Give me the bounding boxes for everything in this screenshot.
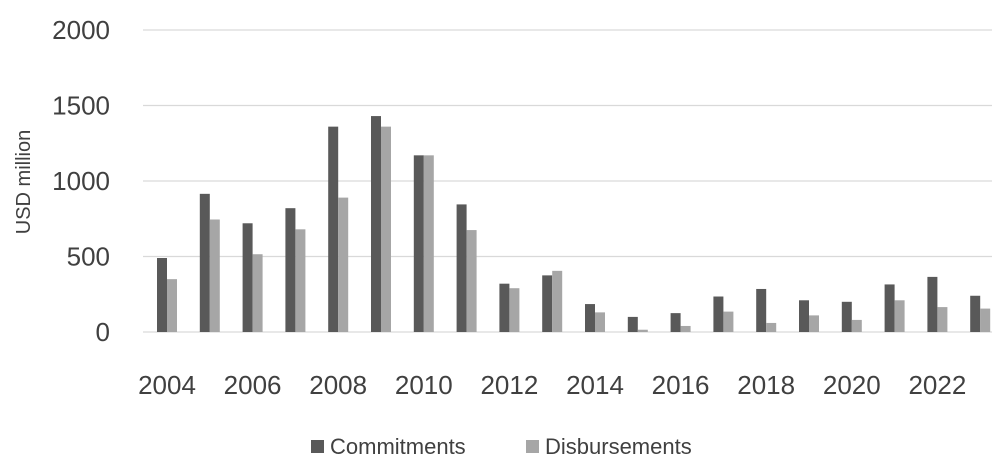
bar-commitments-2015	[627, 316, 638, 332]
bars	[157, 116, 991, 332]
legend: Commitments Disbursements	[311, 434, 692, 457]
x-tick-labels: 2004 2006 2008 2010 2012 2014 2016 2018 2020 2022	[138, 370, 966, 400]
x-tick-label: 2018	[737, 370, 795, 400]
x-tick-label: 2008	[309, 370, 367, 400]
bar-commitments-2004	[157, 258, 167, 332]
legend-swatch-commitments	[311, 440, 324, 453]
bar-commitments-2005	[199, 193, 210, 332]
bar-disbursements-2008	[338, 197, 349, 332]
bar-commitments-2018	[756, 288, 767, 332]
bar-commitments-2007	[285, 208, 296, 332]
x-tick-label: 2022	[908, 370, 966, 400]
legend-label-commitments: Commitments	[330, 434, 466, 457]
bar-commitments-2021	[884, 284, 895, 332]
bar-disbursements-2021	[894, 300, 905, 332]
x-tick-label: 2016	[652, 370, 710, 400]
bar-disbursements-2020	[851, 319, 862, 332]
bar-disbursements-2018	[766, 322, 777, 332]
bar-disbursements-2013	[552, 270, 563, 332]
gridlines	[143, 29, 992, 333]
x-tick-label: 2006	[224, 370, 282, 400]
x-tick-label: 2004	[138, 370, 196, 400]
bar-commitments-2017	[713, 296, 724, 332]
bar-commitments-2011	[456, 204, 467, 332]
bar-disbursements-2014	[595, 312, 605, 332]
x-tick-label: 2010	[395, 370, 453, 400]
x-tick-label: 2014	[566, 370, 624, 400]
bar-disbursements-2023	[980, 308, 991, 332]
bar-commitments-2023	[970, 295, 981, 332]
bar-disbursements-2004	[167, 279, 177, 332]
bar-disbursements-2010	[423, 155, 434, 332]
bar-disbursements-2006	[252, 254, 263, 332]
x-tick-label: 2020	[823, 370, 881, 400]
legend-label-disbursements: Disbursements	[545, 434, 692, 457]
y-tick-label: 2000	[52, 15, 110, 45]
bar-commitments-2012	[499, 283, 510, 332]
y-tick-label: 1000	[52, 166, 110, 196]
bar-commitments-2016	[670, 313, 681, 332]
x-tick-label: 2012	[480, 370, 538, 400]
bar-commitments-2008	[328, 126, 339, 332]
bar-commitments-2020	[841, 301, 852, 332]
y-tick-labels: 0 500 1000 1500 2000	[52, 15, 110, 347]
legend-swatch-disbursements	[526, 440, 539, 453]
bar-disbursements-2011	[466, 230, 477, 332]
bar-commitments-2014	[585, 304, 595, 332]
bar-disbursements-2017	[723, 311, 734, 332]
bar-disbursements-2015	[637, 329, 648, 332]
bar-disbursements-2016	[680, 325, 691, 332]
bar-disbursements-2005	[209, 219, 220, 332]
bar-commitments-2019	[799, 300, 809, 332]
bar-disbursements-2012	[509, 288, 520, 332]
y-tick-label: 0	[96, 317, 110, 347]
bar-disbursements-2009	[381, 126, 391, 332]
y-tick-label: 500	[67, 242, 110, 272]
bar-disbursements-2019	[809, 315, 819, 332]
bar-disbursements-2007	[295, 229, 306, 332]
bar-commitments-2013	[542, 275, 553, 332]
bar-disbursements-2022	[937, 307, 948, 332]
y-axis-label: USD million	[13, 130, 35, 234]
y-tick-label: 1500	[52, 91, 110, 121]
bar-commitments-2009	[371, 116, 381, 332]
bar-commitments-2006	[242, 223, 253, 332]
bar-commitments-2022	[927, 276, 938, 332]
bar-commitments-2010	[413, 155, 424, 332]
